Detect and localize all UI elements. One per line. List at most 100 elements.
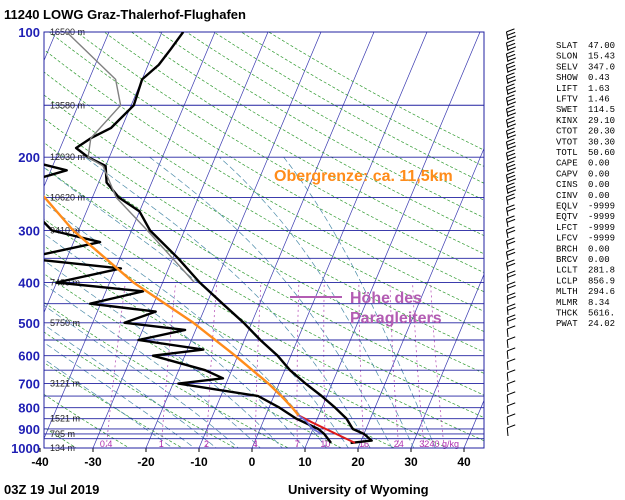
wind-barb-feather: [507, 123, 516, 128]
wind-barb: [506, 314, 516, 327]
wind-barb-feather: [506, 72, 515, 77]
isobar-lines: [44, 32, 484, 448]
pressure-tick-label: 500: [18, 316, 40, 331]
wind-barb-feather: [507, 369, 516, 374]
wind-barb: [506, 380, 516, 393]
isotherm-line: [357, 147, 484, 448]
mixing-ratio-line: [206, 282, 218, 448]
wind-barb-feather: [507, 270, 516, 275]
index-name: CTOT: [556, 127, 578, 137]
wind-barb: [505, 83, 516, 96]
index-name: THCK: [556, 309, 578, 319]
mixing-ratio-line: [323, 282, 326, 448]
wind-barb: [505, 193, 516, 206]
temperature-tick-label: -30: [84, 455, 102, 469]
wind-barb-feather: [507, 281, 516, 286]
index-value: 5616.: [588, 309, 615, 319]
moist-adiabat-line: [44, 304, 239, 448]
wind-barb-feather: [507, 112, 516, 117]
wind-barb-feather: [507, 79, 516, 84]
wind-barb-feather: [506, 141, 516, 146]
index-value: 0.00: [588, 169, 610, 179]
mixing-ratio-label: 16: [359, 439, 369, 449]
wind-barb-feather: [506, 50, 515, 55]
index-name: CAPV: [556, 169, 578, 179]
wind-barb-feather: [506, 94, 515, 99]
pressure-tick-label: 300: [18, 223, 40, 238]
wind-barb-feather: [507, 189, 516, 194]
wind-barb-feather: [507, 347, 516, 352]
moist-adiabat-lines: [44, 156, 436, 448]
height-label: 5750 m: [50, 318, 80, 328]
wind-barb: [505, 72, 516, 85]
wind-barb-feather: [507, 424, 516, 429]
index-value: 1.46: [588, 95, 610, 105]
wind-barb: [505, 105, 516, 118]
wind-barb-feather: [506, 28, 515, 33]
wind-barb: [506, 270, 516, 283]
wind-barb-feather: [506, 53, 516, 58]
isotherm-line: [410, 273, 484, 448]
pressure-tick-label: 900: [18, 422, 40, 437]
moist-adiabat-line: [219, 156, 415, 448]
wind-barb: [505, 237, 516, 250]
pilot-text-line1: Höhe des: [350, 290, 422, 307]
wind-barb-staff: [506, 416, 509, 426]
wind-barb-feather: [507, 145, 516, 150]
wind-barb-feather: [506, 152, 516, 157]
height-label: 9410 m: [50, 225, 80, 235]
wind-barb-staff: [506, 273, 509, 283]
timestamp-label: 03Z 19 Jul 2019: [4, 482, 99, 497]
wind-barb-feather: [507, 101, 516, 106]
mixing-ratio-label: 0.4: [100, 439, 113, 449]
pressure-tick-label: 100: [18, 25, 40, 40]
index-name: PWAT: [556, 319, 578, 329]
mixing-ratio-label: 2: [204, 439, 209, 449]
isotherm-line: [251, 32, 428, 448]
wind-barb-feather: [507, 90, 516, 95]
index-name: EQLV: [556, 202, 578, 212]
wind-barb-feather: [507, 156, 516, 161]
mixed-layer-blue-line: [298, 414, 322, 435]
wind-barb: [506, 325, 516, 338]
temperature-tick-label: 40: [457, 455, 471, 469]
index-value: 0.00: [588, 159, 610, 169]
dry-adiabat-line: [44, 301, 290, 448]
mixing-ratio-label: 24: [394, 439, 404, 449]
wind-barb-feather: [507, 314, 516, 319]
index-value: 24.02: [588, 319, 615, 329]
wind-barb: [506, 303, 516, 316]
wind-barb: [505, 248, 516, 261]
isotherm-line: [304, 32, 481, 448]
mixing-ratio-line: [389, 282, 400, 448]
wind-barb-feather: [507, 68, 516, 73]
wind-barb: [506, 413, 516, 426]
wind-barb-feather: [506, 185, 516, 190]
wind-barb: [506, 336, 516, 349]
moist-parcel-ascent-line: [44, 195, 300, 417]
wind-barb-feather: [506, 207, 516, 212]
height-label: 1521 m: [50, 414, 80, 424]
source-label: University of Wyoming: [288, 482, 429, 497]
wind-barb-feather: [507, 380, 516, 385]
index-name: SLAT: [556, 41, 578, 51]
wind-barb-staff: [506, 317, 509, 327]
wind-barb-feather: [506, 204, 515, 209]
index-name: LFCV: [556, 234, 578, 244]
isotherm-line: [44, 32, 57, 62]
index-value: -9999: [588, 212, 615, 222]
wind-barb: [506, 281, 516, 294]
wind-barb-feather: [507, 391, 516, 396]
dry-adiabat-line: [44, 218, 449, 448]
wind-barb-staff: [505, 196, 509, 206]
height-label: 12030 m: [50, 152, 85, 162]
wind-barb: [505, 116, 516, 129]
index-name: TOTL: [556, 148, 578, 158]
temperature-tick-label: 20: [351, 455, 365, 469]
index-name: SELV: [556, 62, 578, 72]
mixing-ratio-label: 10: [320, 439, 330, 449]
mixing-ratio-lines: [105, 282, 445, 448]
temperature-tick-label: 10: [298, 455, 312, 469]
moist-adiabat-line: [283, 156, 436, 448]
wind-barb-feather: [506, 75, 516, 80]
